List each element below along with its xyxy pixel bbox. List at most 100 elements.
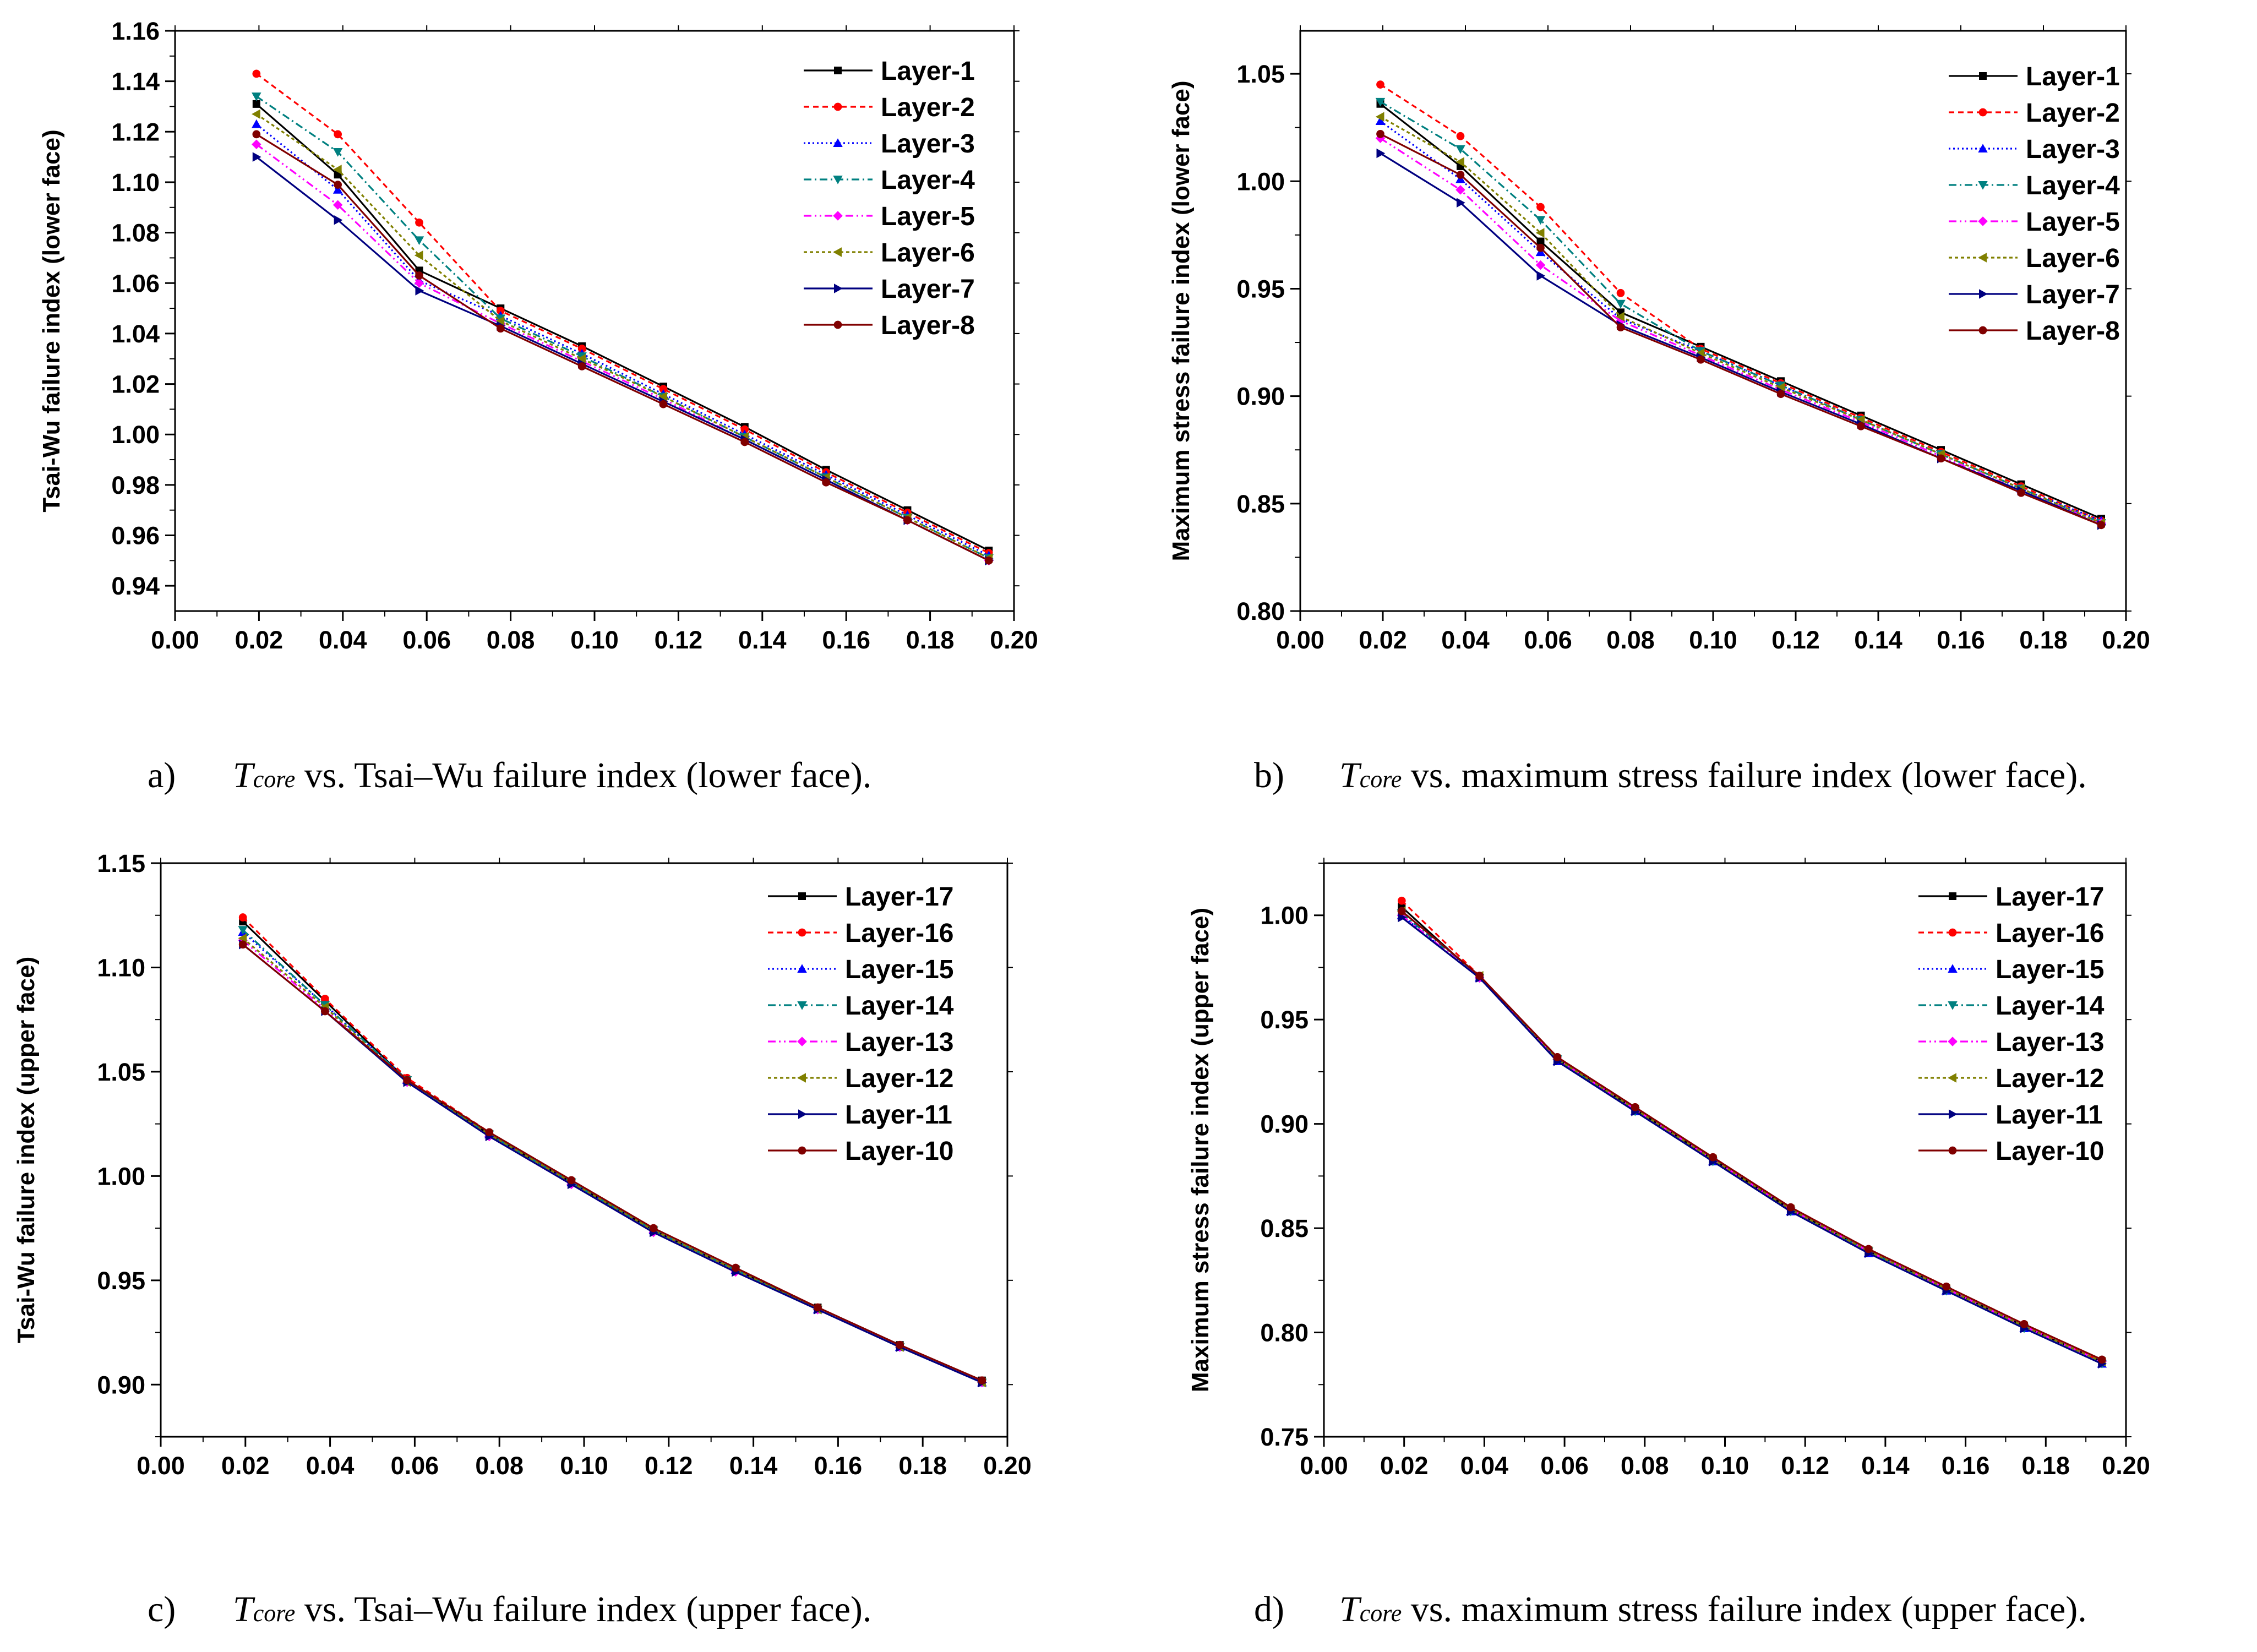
series-line [255,133,990,561]
legend-item: Layer-8 [1949,317,2120,346]
legend-label: Layer-15 [845,955,953,984]
x-tick-label: 0.10 [560,1452,608,1480]
data-point [1536,243,1545,252]
legend-item: Layer-3 [1949,135,2120,164]
y-tick-label: 1.10 [97,953,145,982]
series-layer-2 [252,69,993,557]
y-tick-label: 1.15 [97,849,145,877]
data-point [1375,116,1386,125]
legend-item: Layer-5 [1949,208,2120,237]
legend-label: Layer-7 [881,275,975,304]
data-point [1937,454,1945,463]
y-tick-label: 0.98 [111,471,160,499]
legend-marker [798,892,806,900]
legend-item: Layer-15 [1918,955,2104,984]
data-point [238,926,248,935]
caption-prefix: a) [148,755,176,795]
x-tick-label: 0.04 [306,1452,355,1480]
x-tick-label: 0.12 [1771,626,1820,654]
data-point [415,286,424,296]
y-tick-label: 1.00 [111,421,160,449]
x-tick-label: 0.06 [1540,1452,1589,1480]
legend-marker [1978,216,1988,226]
legend-label: Layer-2 [2026,99,2120,128]
x-tick-label: 0.08 [487,626,535,654]
data-point [1376,80,1384,89]
x-tick-label: 0.08 [1606,626,1655,654]
data-point [252,92,261,101]
legend-item: Layer-8 [804,311,975,340]
data-point [1535,260,1546,270]
data-point [496,307,505,315]
x-tick-label: 0.06 [402,626,451,654]
legend-label: Layer-3 [881,129,975,159]
legend-item: Layer-3 [804,129,975,159]
data-point [334,181,342,189]
legend-label: Layer-16 [1996,919,2104,948]
legend-item: Layer-16 [1918,919,2104,948]
panel-a: 0.00 0.02 0.04 0.06 0.08 0.10 0.12 0.14 0.16 0.18… [38,17,1038,795]
data-point [1455,157,1464,167]
x-tick-label: 0.08 [1621,1452,1669,1480]
data-point [1631,1103,1639,1111]
caption-prefix: d) [1254,1589,1284,1629]
legend-marker [834,283,843,293]
caption-rest: vs. maximum stress failure index (upper … [1402,1589,2086,1629]
data-point [403,1076,411,1084]
x-tick-label: 0.12 [1781,1452,1829,1480]
panel-b: 0.00 0.02 0.04 0.06 0.08 0.10 0.12 0.14 0.16 0.18… [1168,25,2150,795]
data-point [1535,228,1545,238]
y-tick-label: 1.00 [1236,167,1285,195]
y-tick-label: 0.90 [97,1371,145,1399]
x-tick-label: 0.18 [2022,1452,2070,1480]
data-point [2017,488,2025,497]
x-tick-label: 0.04 [1441,626,1490,654]
data-point [414,236,424,246]
data-point [252,100,260,108]
legend-marker [1978,144,1988,152]
data-point [1376,130,1384,138]
legend-item: Layer-17 [1918,882,2104,912]
legend-label: Layer-10 [1996,1137,2104,1166]
y-axis-label: Tsai-Wu failure index (upper face) [13,957,40,1344]
series-layer-8 [1376,130,2106,530]
legend-marker [1948,1073,1956,1083]
data-point [252,152,261,162]
x-tick-label: 0.14 [738,626,787,654]
data-point [334,130,342,139]
data-point [332,165,342,175]
legend-item: Layer-17 [768,882,953,912]
caption-variable: T [1339,755,1362,795]
x-tick-label: 0.16 [1937,626,1985,654]
data-point [1856,415,1865,425]
y-tick-label: 1.00 [97,1162,145,1190]
data-point [1536,203,1545,211]
y-tick-label: 0.80 [1260,1319,1309,1347]
x-tick-label: 0.06 [391,1452,439,1480]
y-tick-label: 1.05 [1236,60,1285,88]
y-tick-label: 0.85 [1260,1214,1309,1242]
legend-marker [1949,892,1956,900]
data-point [252,130,261,139]
x-tick-label: 0.18 [898,1452,947,1480]
legend-marker [1948,1001,1958,1010]
legend-label: Layer-1 [881,57,975,86]
legend-item: Layer-11 [768,1100,952,1130]
legend-label: Layer-5 [2026,208,2120,237]
data-point [2097,1355,2106,1364]
series-line [255,156,990,561]
legend-marker [833,320,842,329]
x-tick-label: 0.18 [2019,626,2068,654]
series-layer-8 [252,130,993,565]
y-tick-label: 1.14 [111,68,160,96]
legend-marker [1978,181,1988,190]
y-tick-label: 0.80 [1236,597,1285,625]
legend-item: Layer-14 [1918,991,2105,1021]
series-line [1380,152,2102,526]
series-line [255,103,990,552]
x-tick-label: 0.06 [1524,626,1572,654]
data-point [1696,348,1705,358]
legend-label: Layer-13 [1996,1028,2104,1057]
series-line [1401,917,2102,1365]
data-point [1786,1203,1795,1212]
